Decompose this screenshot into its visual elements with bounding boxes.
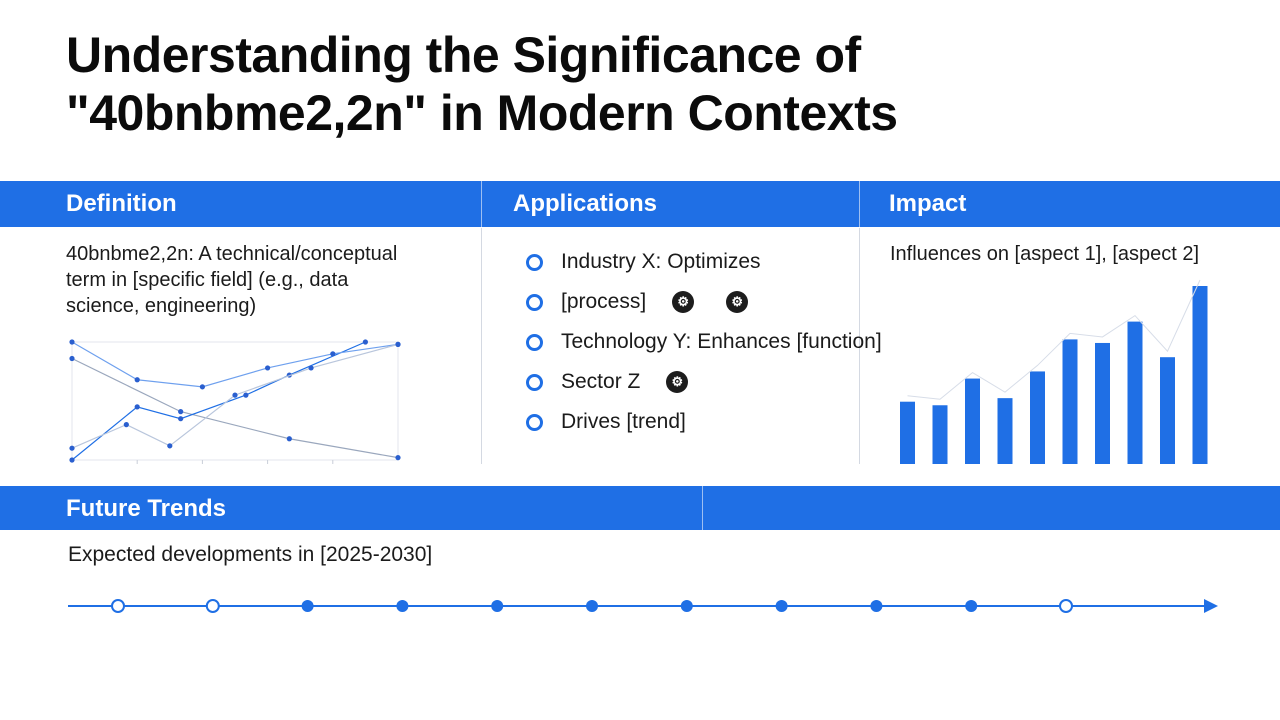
definition-line-chart bbox=[69, 339, 401, 464]
definition-line: 40bnbme2,2n: A technical/conceptual bbox=[66, 243, 398, 265]
timeline-node bbox=[680, 600, 693, 612]
timeline-node bbox=[965, 600, 978, 612]
gear-icon: ⚙ bbox=[666, 371, 689, 393]
header-divider bbox=[481, 181, 482, 227]
data-point bbox=[395, 455, 401, 461]
timeline-node bbox=[775, 600, 788, 612]
application-text: Drives [trend] bbox=[561, 410, 686, 433]
applications-list: Industry X: Optimizes [process] ⚙ ⚙ Tech… bbox=[526, 242, 882, 442]
bar bbox=[1030, 371, 1045, 464]
application-text: [process] bbox=[561, 290, 647, 313]
bullet-icon bbox=[526, 373, 543, 391]
timeline-node bbox=[586, 600, 598, 612]
bar bbox=[1192, 286, 1208, 464]
gear-icon: ⚙ bbox=[672, 291, 695, 313]
timeline-node bbox=[396, 600, 409, 612]
impact-text: Influences on [aspect 1], [aspect 2] bbox=[890, 243, 1200, 265]
data-point bbox=[69, 339, 75, 345]
list-item: Technology Y: Enhances [function] bbox=[526, 322, 882, 362]
bullet-icon bbox=[526, 253, 543, 271]
header-divider bbox=[702, 486, 703, 530]
application-text: Technology Y: Enhances [function] bbox=[561, 330, 882, 353]
timeline-node bbox=[1059, 599, 1073, 613]
definition-text: 40bnbme2,2n: A technical/conceptual term… bbox=[66, 241, 466, 319]
data-point bbox=[134, 404, 140, 410]
title-line-1: Understanding the Significance of bbox=[66, 27, 861, 83]
timeline-node bbox=[491, 600, 504, 612]
section-header-band: Definition Applications Impact bbox=[0, 181, 1280, 227]
bar bbox=[997, 398, 1013, 464]
title-line-2: "40bnbme2,2n" in Modern Contexts bbox=[66, 85, 898, 141]
future-trends-band: Future Trends bbox=[0, 486, 1280, 530]
list-item: [process] ⚙ ⚙ bbox=[526, 282, 882, 322]
bar bbox=[965, 378, 980, 464]
page-title: Understanding the Significance of "40bnb… bbox=[66, 26, 1246, 142]
data-point bbox=[178, 416, 184, 422]
data-point bbox=[178, 409, 184, 415]
data-point bbox=[69, 355, 75, 362]
data-point bbox=[286, 436, 292, 442]
data-point bbox=[308, 365, 314, 371]
timeline-node bbox=[301, 600, 314, 612]
bar bbox=[1127, 321, 1143, 464]
trend-line bbox=[907, 279, 1201, 400]
data-point bbox=[362, 339, 368, 345]
data-point bbox=[134, 377, 140, 383]
future-timeline bbox=[68, 599, 1218, 613]
bar bbox=[1062, 339, 1078, 464]
data-point bbox=[69, 457, 75, 463]
data-point bbox=[232, 392, 238, 398]
header-divider bbox=[859, 181, 860, 227]
list-item: Industry X: Optimizes bbox=[526, 242, 882, 282]
gear-icon: ⚙ bbox=[726, 291, 749, 313]
list-item: Drives [trend] bbox=[526, 402, 882, 442]
future-trends-text: Expected developments in [2025-2030] bbox=[68, 543, 433, 566]
applications-heading: Applications bbox=[513, 190, 658, 217]
definition-line: science, engineering) bbox=[66, 295, 257, 317]
data-point bbox=[123, 422, 129, 428]
series-line bbox=[71, 341, 399, 388]
future-trends-heading: Future Trends bbox=[66, 495, 227, 522]
data-point bbox=[330, 351, 336, 357]
data-point bbox=[69, 445, 75, 451]
series-line bbox=[71, 357, 399, 459]
bullet-icon bbox=[526, 293, 543, 311]
data-point bbox=[265, 365, 271, 371]
timeline-node bbox=[870, 600, 883, 612]
definition-line: term in [specific field] (e.g., data bbox=[66, 269, 349, 291]
definition-heading: Definition bbox=[66, 190, 177, 217]
bullet-icon bbox=[526, 413, 543, 431]
application-text: Sector Z bbox=[561, 370, 641, 393]
impact-bar-chart bbox=[900, 279, 1208, 464]
chart-frame bbox=[71, 341, 399, 461]
data-point bbox=[395, 341, 401, 347]
data-point bbox=[167, 443, 173, 449]
series-line bbox=[71, 343, 399, 449]
list-item: Sector Z ⚙ bbox=[526, 362, 882, 402]
timeline-node bbox=[111, 599, 125, 613]
impact-heading: Impact bbox=[889, 190, 967, 217]
data-point bbox=[243, 392, 249, 398]
bullet-icon bbox=[526, 333, 543, 351]
arrow-right-icon bbox=[1204, 599, 1218, 613]
column-divider bbox=[481, 228, 482, 464]
bar bbox=[900, 401, 915, 464]
bar bbox=[1160, 357, 1175, 464]
bar bbox=[1095, 342, 1110, 464]
series-line bbox=[71, 341, 366, 461]
application-text: Industry X: Optimizes bbox=[561, 250, 761, 273]
data-point bbox=[199, 384, 205, 390]
column-divider bbox=[859, 228, 860, 464]
timeline-node bbox=[205, 599, 220, 613]
bar bbox=[932, 405, 948, 464]
